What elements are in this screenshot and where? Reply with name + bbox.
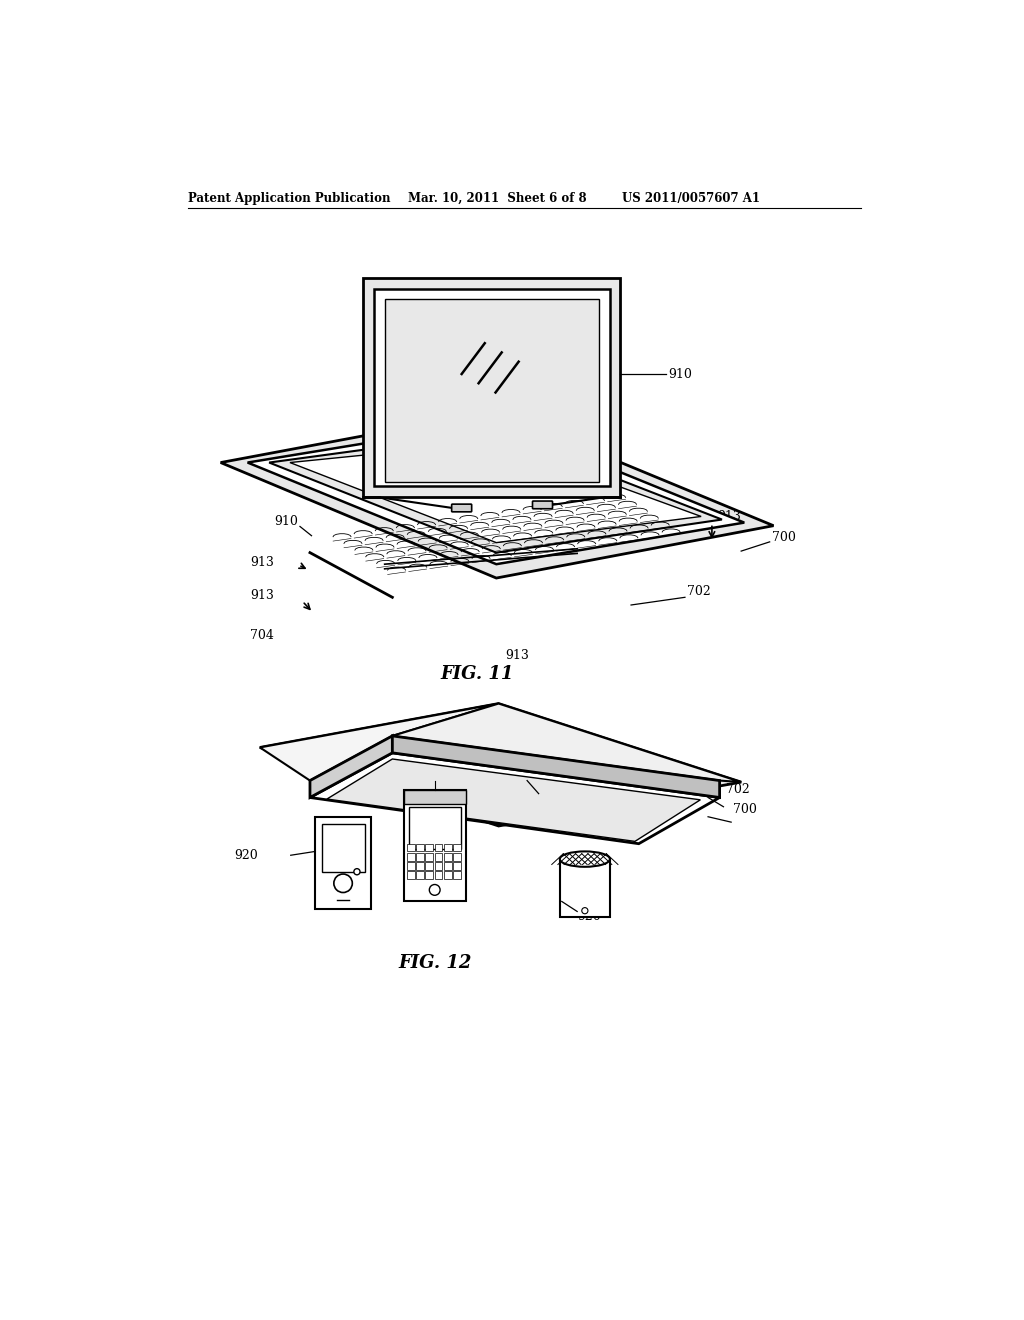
Polygon shape	[407, 853, 415, 861]
Polygon shape	[416, 853, 424, 861]
Text: 702: 702	[687, 585, 711, 598]
Polygon shape	[310, 752, 720, 843]
Polygon shape	[313, 723, 684, 803]
Polygon shape	[407, 871, 415, 879]
Polygon shape	[416, 871, 424, 879]
Text: 702: 702	[726, 783, 750, 796]
Polygon shape	[454, 871, 461, 879]
Polygon shape	[435, 871, 442, 879]
Polygon shape	[392, 704, 741, 781]
Polygon shape	[322, 825, 365, 873]
Polygon shape	[260, 704, 741, 826]
Polygon shape	[444, 871, 452, 879]
Polygon shape	[407, 862, 415, 870]
Text: 910: 910	[274, 515, 298, 528]
Text: 913: 913	[250, 589, 273, 602]
Polygon shape	[289, 714, 711, 814]
Polygon shape	[364, 277, 621, 498]
Polygon shape	[392, 737, 720, 797]
Text: 700: 700	[733, 803, 758, 816]
Polygon shape	[435, 843, 442, 851]
Polygon shape	[315, 817, 371, 909]
Polygon shape	[409, 807, 461, 849]
Polygon shape	[416, 843, 424, 851]
Polygon shape	[425, 862, 433, 870]
Text: 700: 700	[772, 531, 796, 544]
Polygon shape	[333, 729, 665, 793]
Polygon shape	[269, 432, 722, 553]
Polygon shape	[444, 843, 452, 851]
Polygon shape	[425, 853, 433, 861]
Text: 704: 704	[515, 768, 539, 781]
Text: 920: 920	[578, 911, 601, 924]
Polygon shape	[444, 853, 452, 861]
Polygon shape	[327, 759, 700, 841]
Text: 920: 920	[234, 849, 258, 862]
Polygon shape	[290, 442, 701, 543]
Polygon shape	[310, 737, 392, 797]
Text: US 2011/0057607 A1: US 2011/0057607 A1	[622, 191, 760, 205]
Text: Mar. 10, 2011  Sheet 6 of 8: Mar. 10, 2011 Sheet 6 of 8	[408, 191, 587, 205]
Polygon shape	[454, 853, 461, 861]
Text: Patent Application Publication: Patent Application Publication	[188, 191, 391, 205]
Polygon shape	[454, 862, 461, 870]
FancyBboxPatch shape	[532, 502, 553, 508]
Polygon shape	[560, 859, 609, 917]
Polygon shape	[416, 862, 424, 870]
Polygon shape	[220, 411, 773, 578]
Polygon shape	[407, 843, 415, 851]
Circle shape	[582, 908, 588, 913]
Text: 913: 913	[717, 510, 741, 523]
Polygon shape	[444, 862, 452, 870]
Circle shape	[334, 874, 352, 892]
Text: 910: 910	[668, 367, 692, 380]
Text: 913: 913	[250, 556, 273, 569]
Polygon shape	[425, 843, 433, 851]
Text: 704: 704	[250, 630, 273, 643]
Polygon shape	[403, 789, 466, 902]
Polygon shape	[435, 853, 442, 861]
Circle shape	[429, 884, 440, 895]
Text: 913: 913	[506, 648, 529, 661]
FancyBboxPatch shape	[452, 504, 472, 512]
Text: FIG. 11: FIG. 11	[440, 665, 514, 684]
Polygon shape	[435, 862, 442, 870]
Polygon shape	[385, 300, 599, 482]
Polygon shape	[403, 789, 466, 804]
Ellipse shape	[560, 851, 610, 867]
Polygon shape	[260, 704, 499, 780]
Text: 920: 920	[412, 770, 435, 783]
Circle shape	[354, 869, 360, 875]
Polygon shape	[248, 422, 744, 564]
Polygon shape	[454, 843, 461, 851]
Text: FIG. 12: FIG. 12	[398, 954, 471, 972]
Polygon shape	[425, 871, 433, 879]
Polygon shape	[374, 289, 609, 487]
